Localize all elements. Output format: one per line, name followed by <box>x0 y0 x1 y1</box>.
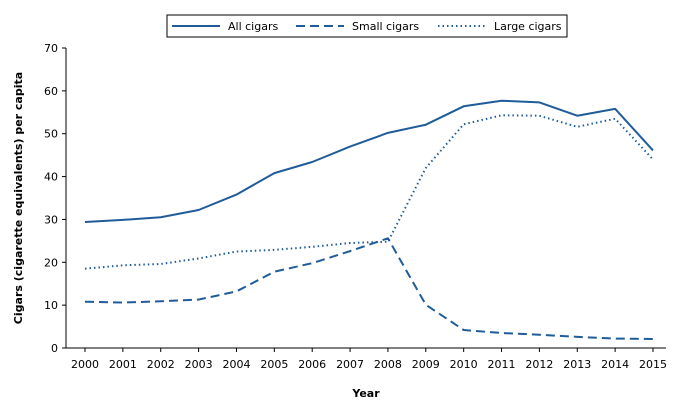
y-tick-label: 60 <box>44 85 58 98</box>
x-tick-label: 2004 <box>222 358 250 371</box>
x-tick-label: 2009 <box>412 358 440 371</box>
legend-item: All cigars <box>172 20 278 33</box>
plot-area <box>84 99 654 340</box>
y-axis-title: Cigars (cigarette equivalents) per capit… <box>12 72 25 324</box>
x-tick-label: 2011 <box>488 358 516 371</box>
legend: All cigars Small cigars Large cigars <box>166 14 568 38</box>
series-line-all-cigars <box>84 99 654 223</box>
y-tick-label: 0 <box>51 342 58 355</box>
x-tick-label: 2002 <box>147 358 175 371</box>
x-axis: 2000 2001 2002 2003 2004 2005 2006 2007 2008 2009… <box>66 347 667 371</box>
y-tick-label: 40 <box>44 171 58 184</box>
legend-item: Small cigars <box>296 20 419 33</box>
y-axis: 0 10 20 30 40 50 60 70 <box>44 42 67 355</box>
x-tick-label: 2014 <box>601 358 629 371</box>
legend-label: Small cigars <box>352 20 419 33</box>
series-line-large-cigars <box>84 114 654 270</box>
y-tick-label: 20 <box>44 256 58 269</box>
legend-label: Large cigars <box>494 20 562 33</box>
x-tick-label: 2012 <box>525 358 553 371</box>
legend-item: Large cigars <box>438 20 562 33</box>
x-tick-label: 2005 <box>260 358 288 371</box>
series-line-small-cigars <box>84 237 654 340</box>
x-axis-title: Year <box>351 387 380 400</box>
x-tick-label: 2010 <box>450 358 478 371</box>
y-tick-label: 30 <box>44 213 58 226</box>
x-tick-label: 2000 <box>71 358 99 371</box>
x-tick-label: 2003 <box>185 358 213 371</box>
x-tick-label: 2015 <box>639 358 667 371</box>
legend-box <box>166 14 568 38</box>
x-tick-label: 2006 <box>298 358 326 371</box>
x-tick-label: 2001 <box>109 358 137 371</box>
legend-label: All cigars <box>228 20 278 33</box>
x-tick-label: 2007 <box>336 358 364 371</box>
y-tick-label: 50 <box>44 128 58 141</box>
y-tick-label: 10 <box>44 299 58 312</box>
x-tick-label: 2008 <box>374 358 402 371</box>
y-tick-label: 70 <box>44 42 58 55</box>
x-tick-label: 2013 <box>563 358 591 371</box>
